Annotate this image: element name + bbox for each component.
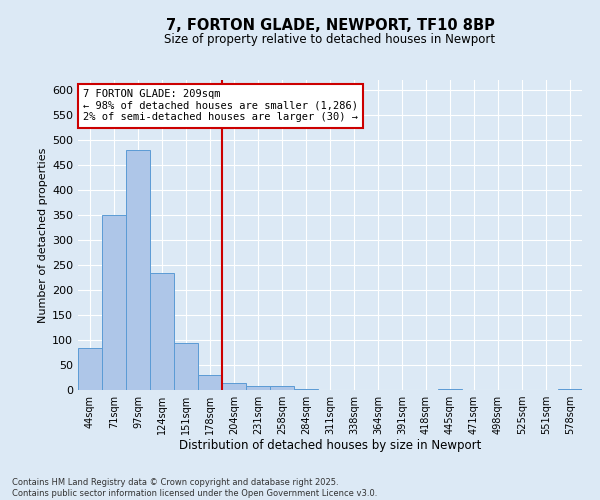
Text: Size of property relative to detached houses in Newport: Size of property relative to detached ho…: [164, 32, 496, 46]
Bar: [294, 389, 318, 390]
Bar: [126, 150, 150, 390]
Bar: [174, 342, 198, 390]
Text: Contains HM Land Registry data © Crown copyright and database right 2025.
Contai: Contains HM Land Registry data © Crown c…: [12, 478, 377, 498]
X-axis label: Distribution of detached houses by size in Newport: Distribution of detached houses by size …: [179, 438, 481, 452]
Bar: [438, 389, 462, 390]
Bar: [150, 272, 174, 390]
Text: 7, FORTON GLADE, NEWPORT, TF10 8BP: 7, FORTON GLADE, NEWPORT, TF10 8BP: [166, 18, 494, 32]
Bar: [558, 389, 582, 390]
Text: 7 FORTON GLADE: 209sqm
← 98% of detached houses are smaller (1,286)
2% of semi-d: 7 FORTON GLADE: 209sqm ← 98% of detached…: [83, 90, 358, 122]
Bar: [246, 386, 270, 390]
Bar: [78, 348, 102, 390]
Bar: [222, 382, 246, 390]
Y-axis label: Number of detached properties: Number of detached properties: [38, 148, 48, 322]
Bar: [198, 375, 222, 390]
Bar: [270, 386, 294, 390]
Bar: [102, 215, 126, 390]
